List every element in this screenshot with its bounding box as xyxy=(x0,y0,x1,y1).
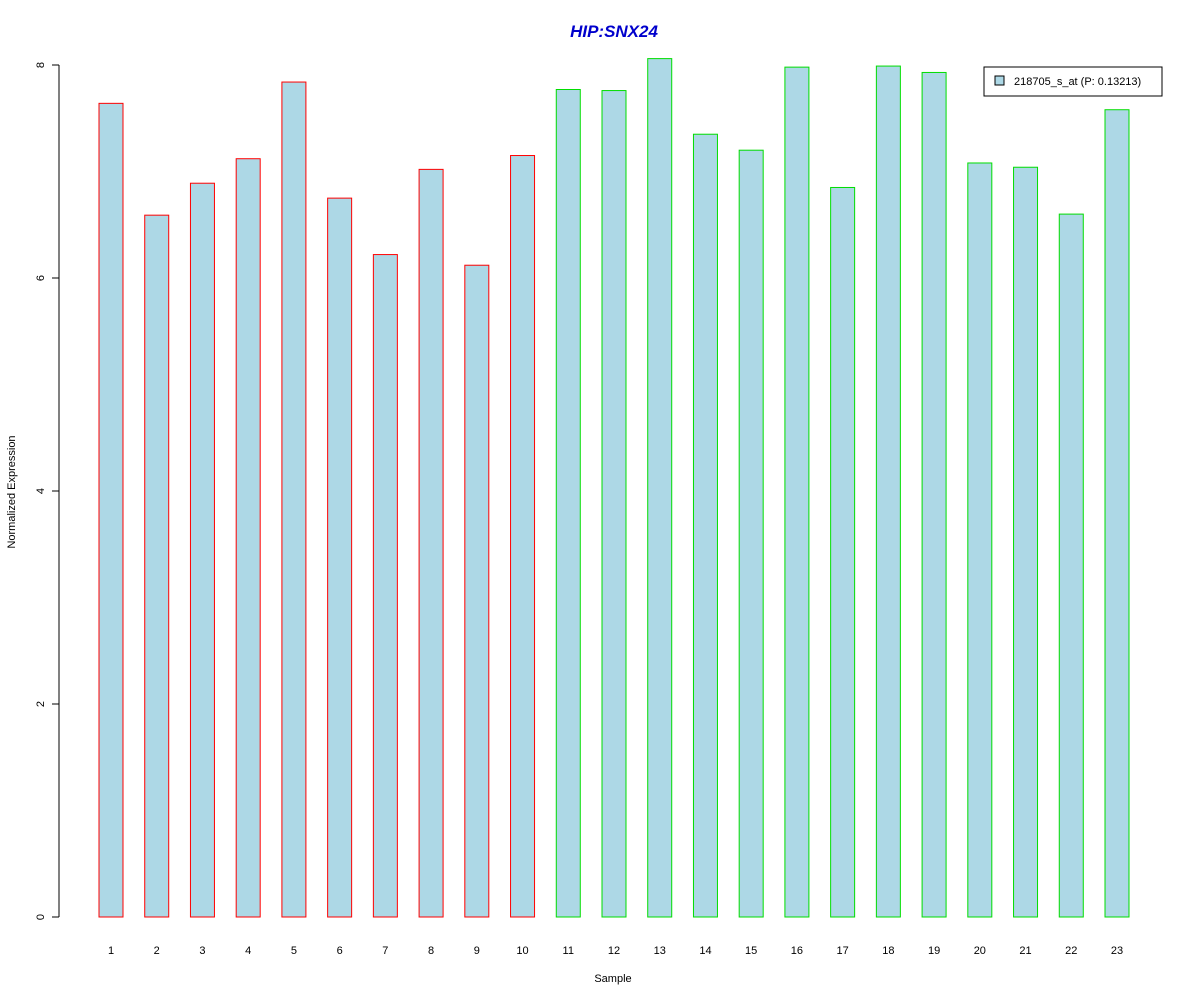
x-tick-label: 3 xyxy=(199,945,205,957)
y-axis: 0 2 4 6 8 xyxy=(35,62,60,920)
bar xyxy=(601,90,627,918)
x-axis-labels: 1 2 3 4 5 6 7 8 9 10 11 12 13 14 15 16 17 18 19 20 21 22 23 xyxy=(108,945,1123,957)
bar xyxy=(784,66,810,918)
y-axis-label: Normalized Expression xyxy=(6,435,18,548)
bar xyxy=(327,197,353,918)
x-tick-label: 23 xyxy=(1111,945,1123,957)
x-tick-label: 4 xyxy=(245,945,251,957)
bar xyxy=(967,162,993,918)
bar xyxy=(1104,109,1130,918)
y-tick-label: 4 xyxy=(35,488,47,494)
bar xyxy=(830,186,856,918)
bar xyxy=(418,168,444,918)
bar xyxy=(875,65,901,918)
x-tick-label: 11 xyxy=(563,945,574,957)
x-tick-label: 6 xyxy=(337,945,343,957)
bar xyxy=(98,102,124,918)
x-tick-label: 14 xyxy=(699,945,711,957)
x-tick-label: 2 xyxy=(154,945,160,957)
bar xyxy=(464,264,490,918)
legend-box xyxy=(983,66,1163,97)
x-tick-label: 13 xyxy=(654,945,666,957)
bars xyxy=(98,58,1130,918)
legend-swatch xyxy=(994,75,1005,86)
legend: 218705_s_at (P: 0.13213) xyxy=(983,66,1163,97)
x-tick-label: 22 xyxy=(1065,945,1077,957)
bar xyxy=(555,88,581,918)
y-tick-label: 0 xyxy=(35,914,47,920)
legend-label: 218705_s_at (P: 0.13213) xyxy=(1014,76,1141,88)
x-tick-label: 16 xyxy=(791,945,803,957)
x-tick-label: 1 xyxy=(108,945,114,957)
x-tick-label: 15 xyxy=(745,945,757,957)
bar xyxy=(647,58,673,918)
chart-title: HIP:SNX24 xyxy=(570,22,658,41)
x-tick-label: 9 xyxy=(474,945,480,957)
y-tick-label: 8 xyxy=(35,62,47,68)
x-tick-label: 12 xyxy=(608,945,620,957)
y-tick-label: 2 xyxy=(35,701,47,707)
x-tick-label: 8 xyxy=(428,945,434,957)
x-tick-label: 20 xyxy=(974,945,986,957)
bar xyxy=(372,254,398,918)
y-tick-label: 6 xyxy=(35,275,47,281)
x-tick-label: 10 xyxy=(516,945,528,957)
bar xyxy=(144,214,170,918)
x-tick-label: 5 xyxy=(291,945,297,957)
x-tick-label: 17 xyxy=(837,945,849,957)
x-tick-label: 18 xyxy=(882,945,894,957)
bar xyxy=(738,149,764,918)
bar xyxy=(1058,213,1084,918)
bar xyxy=(235,158,261,918)
bar xyxy=(1013,166,1039,918)
bar xyxy=(921,71,947,918)
x-tick-label: 19 xyxy=(928,945,940,957)
bar xyxy=(510,155,536,918)
x-axis-label: Sample xyxy=(594,973,631,985)
bar xyxy=(692,133,718,918)
bar xyxy=(281,81,307,918)
x-tick-label: 7 xyxy=(382,945,388,957)
bar xyxy=(189,182,215,918)
x-tick-label: 21 xyxy=(1019,945,1031,957)
